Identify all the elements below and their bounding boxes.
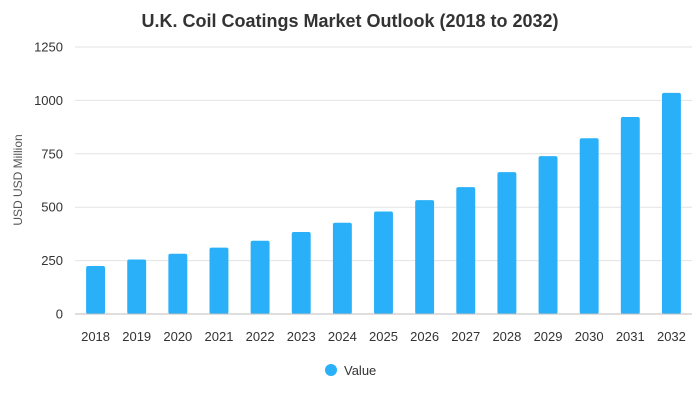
x-tick-label: 2029 <box>534 329 563 344</box>
y-tick-label: 500 <box>41 200 63 215</box>
x-tick-label: 2026 <box>410 329 439 344</box>
x-tick-label: 2018 <box>81 329 110 344</box>
x-tick-label: 2023 <box>287 329 316 344</box>
x-tick-label: 2028 <box>492 329 521 344</box>
bar-2018[interactable] <box>86 265 106 314</box>
x-tick-label: 2032 <box>657 329 686 344</box>
bar-2025[interactable] <box>374 211 393 314</box>
bar-2030[interactable] <box>579 138 599 314</box>
y-tick-label: 1250 <box>34 40 63 55</box>
legend[interactable]: Value <box>325 363 376 378</box>
x-tick-label: 2019 <box>122 329 151 344</box>
chart-title: U.K. Coil Coatings Market Outlook (2018 … <box>141 11 558 31</box>
bar-2029[interactable] <box>538 156 558 314</box>
bar-2032[interactable] <box>661 92 681 314</box>
legend-swatch-value <box>325 364 337 376</box>
x-tick-label: 2031 <box>616 329 645 344</box>
bar-2027[interactable] <box>456 187 476 314</box>
x-tick-label: 2024 <box>328 329 357 344</box>
y-tick-label: 0 <box>56 307 63 322</box>
bar-2023[interactable] <box>291 231 311 314</box>
y-tick-label: 750 <box>41 146 63 161</box>
x-tick-label: 2022 <box>246 329 275 344</box>
y-tick-label: 1000 <box>34 93 63 108</box>
bar-2022[interactable] <box>250 240 270 314</box>
bar-2031[interactable] <box>620 117 640 315</box>
bar-2020[interactable] <box>168 253 188 314</box>
bar-2028[interactable] <box>497 172 517 314</box>
x-tick-label: 2027 <box>451 329 480 344</box>
bars <box>86 92 681 315</box>
x-axis-ticks: 2018 2019 2020 2021 2022 2023 2024 2025 2026 2027… <box>81 329 686 344</box>
bar-2019[interactable] <box>127 259 147 314</box>
x-tick-label: 2021 <box>205 329 234 344</box>
bar-2024[interactable] <box>332 222 352 314</box>
x-tick-label: 2020 <box>163 329 192 344</box>
y-tick-label: 250 <box>41 253 63 268</box>
bar-2026[interactable] <box>415 200 435 314</box>
bar-2021[interactable] <box>209 247 229 314</box>
x-tick-label: 2025 <box>369 329 398 344</box>
y-axis-label: USD USD Million <box>11 134 25 225</box>
legend-label-value: Value <box>344 363 376 378</box>
x-tick-label: 2030 <box>575 329 604 344</box>
y-axis-ticks: 0 250 500 750 1000 1250 <box>34 40 63 322</box>
